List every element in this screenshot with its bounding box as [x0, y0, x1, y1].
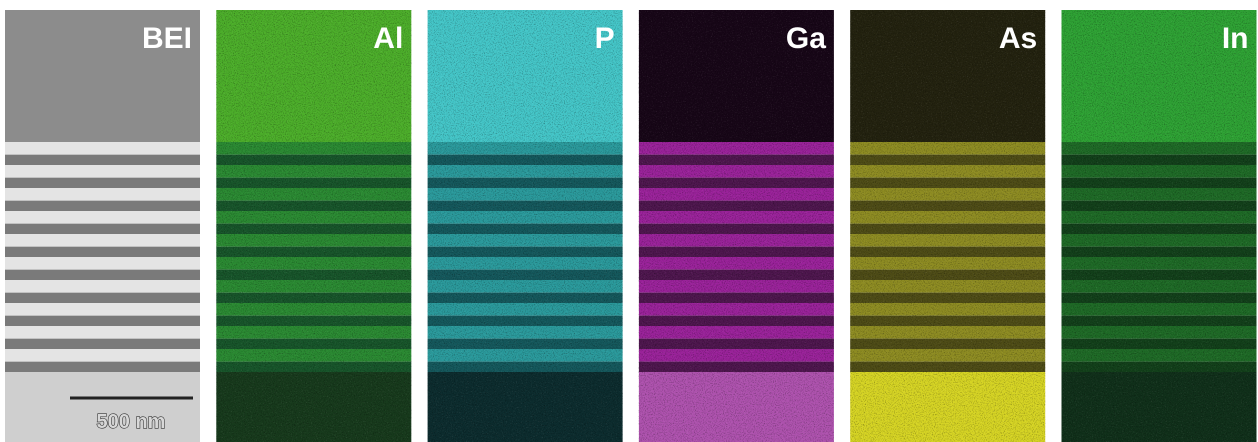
stripe-dark: [5, 339, 200, 349]
stripe-dark: [5, 316, 200, 326]
panel-label: Al: [373, 22, 403, 55]
noise: [216, 10, 411, 442]
stripe-bright: [5, 280, 200, 293]
panel-label: BEI: [142, 22, 192, 55]
panel-label: Ga: [786, 22, 826, 55]
map-panel: As: [850, 10, 1045, 442]
stripe-bright: [5, 257, 200, 270]
stripe-bright: [5, 142, 200, 155]
noise: [428, 10, 623, 442]
map-panel: P: [428, 10, 623, 442]
map-panel: Al: [216, 10, 411, 442]
stripe-bright: [5, 188, 200, 201]
stripe-dark: [5, 224, 200, 234]
figure: BEI 500 nm Al P Ga As In: [0, 0, 1258, 442]
stripe-dark: [5, 293, 200, 303]
stripe-bright: [5, 349, 200, 362]
noise: [850, 10, 1045, 442]
stripe-dark: [5, 201, 200, 211]
stripe-dark: [5, 178, 200, 188]
stripe-bright: [5, 326, 200, 339]
scale-bar-label: 500 nm: [97, 411, 166, 433]
panel-label: As: [999, 22, 1037, 55]
panel-label: P: [595, 22, 615, 55]
stripe-bright: [5, 165, 200, 178]
map-panel: Ga: [639, 10, 834, 442]
map-panel: BEI 500 nm: [5, 10, 200, 442]
stripe-dark: [5, 247, 200, 257]
stripe-dark: [5, 362, 200, 372]
noise: [639, 10, 834, 442]
stripe-bright: [5, 303, 200, 316]
noise: [1062, 10, 1257, 442]
stripe-bright: [5, 211, 200, 224]
stripe-dark: [5, 155, 200, 165]
page: BEI500 nmAlPGaAsIn (() => { const data =…: [0, 0, 1258, 442]
panel-label: In: [1222, 22, 1249, 55]
map-panel: In: [1062, 10, 1257, 442]
stripe-bright: [5, 234, 200, 247]
stripe-dark: [5, 270, 200, 280]
